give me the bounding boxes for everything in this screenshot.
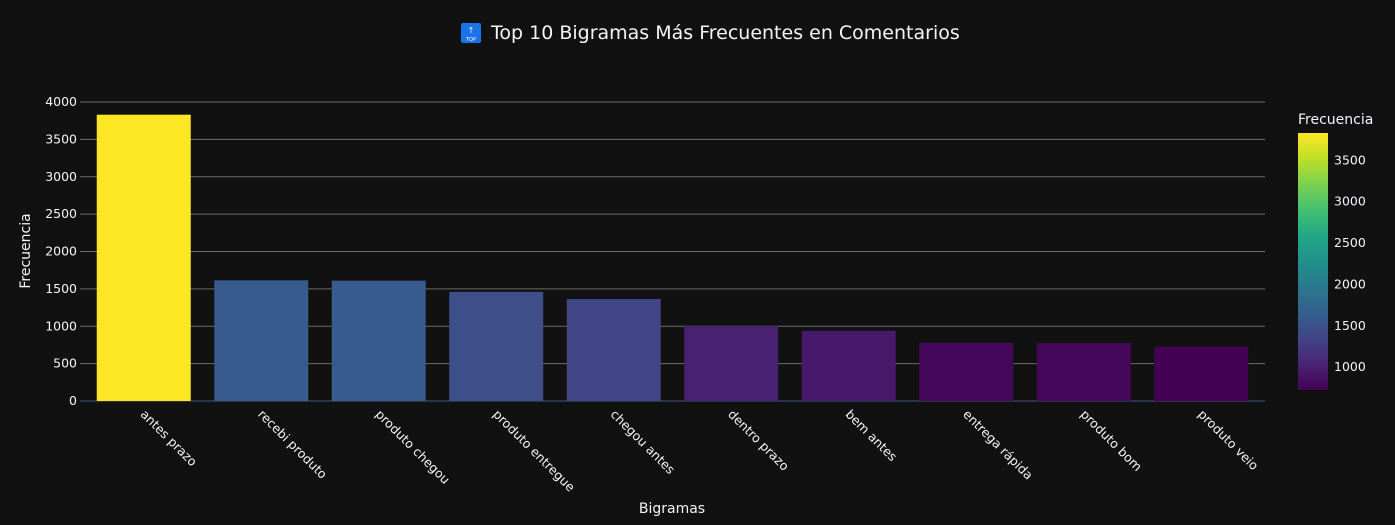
- top-arrow-icon-text: TOP: [465, 37, 476, 43]
- bars: [96, 114, 1249, 402]
- colorbar-gradient: [1298, 133, 1328, 390]
- colorbar-title: Frecuencia: [1298, 112, 1373, 128]
- y-tick-label: 3500: [45, 131, 77, 146]
- y-axis-title: Frecuencia: [18, 213, 34, 288]
- y-tick-label: 1000: [45, 318, 77, 333]
- colorbar-ticks: 1000 1500 2000 2500 3000 3500: [1334, 152, 1366, 374]
- bar-produto-chegou[interactable]: [331, 280, 426, 401]
- y-tick-label: 1500: [45, 281, 77, 296]
- chart-title-text: Top 10 Bigramas Más Frecuentes en Coment…: [490, 22, 960, 44]
- y-tick-label: 2500: [45, 206, 77, 221]
- colorbar-tick-label: 3000: [1334, 194, 1366, 209]
- bar-produto-entregue[interactable]: [449, 291, 544, 401]
- y-tick-label: 2000: [45, 244, 77, 259]
- y-tick-label: 0: [69, 393, 77, 408]
- bar-dentro-prazo[interactable]: [684, 325, 779, 401]
- bar-bem-antes[interactable]: [801, 330, 896, 401]
- y-axis-ticks: 0 500 1000 1500 2000 2500 3000 3500 4000: [45, 94, 77, 408]
- colorbar-tick-label: 1000: [1334, 359, 1366, 374]
- x-tick-label: produto bom: [1078, 407, 1146, 475]
- x-tick-label: chegou antes: [608, 407, 678, 477]
- x-tick-label: bem antes: [843, 407, 901, 465]
- colorbar-tick-label: 1500: [1334, 318, 1366, 333]
- colorbar-tick-label: 3500: [1334, 152, 1366, 167]
- bar-recebi-produto[interactable]: [214, 280, 309, 401]
- x-tick-label: produto entregue: [490, 407, 578, 495]
- bar-chegou-antes[interactable]: [566, 298, 661, 401]
- x-axis-title: Bigramas: [639, 501, 705, 517]
- bar-produto-veio[interactable]: [1154, 346, 1249, 401]
- x-tick-label: dentro prazo: [725, 407, 792, 474]
- y-tick-label: 4000: [45, 94, 77, 109]
- y-tick-label: 3000: [45, 169, 77, 184]
- colorbar-tick-label: 2000: [1334, 276, 1366, 291]
- top-arrow-icon-glyph: ↑: [468, 26, 475, 35]
- colorbar-tick-label: 2500: [1334, 235, 1366, 250]
- bar-produto-bom[interactable]: [1036, 343, 1131, 401]
- chart-title: ↑ TOP Top 10 Bigramas Más Frecuentes en …: [461, 22, 960, 44]
- y-tick-label: 500: [53, 356, 77, 371]
- x-tick-label: produto veio: [1195, 407, 1262, 474]
- top-arrow-icon: [461, 23, 481, 43]
- x-tick-label: antes prazo: [138, 407, 201, 470]
- x-tick-label: produto chegou: [373, 407, 453, 487]
- bar-entrega-rápida[interactable]: [919, 342, 1014, 401]
- x-axis-ticks: antes prazo recebi produto produto chegou p…: [138, 407, 1262, 495]
- colorbar: Frecuencia 1000 1500 2000 2500 3000 3500: [1298, 112, 1373, 390]
- bar-antes-prazo[interactable]: [96, 114, 191, 402]
- x-tick-label: recebi produto: [255, 407, 330, 482]
- x-tick-label: entrega rápida: [960, 407, 1036, 483]
